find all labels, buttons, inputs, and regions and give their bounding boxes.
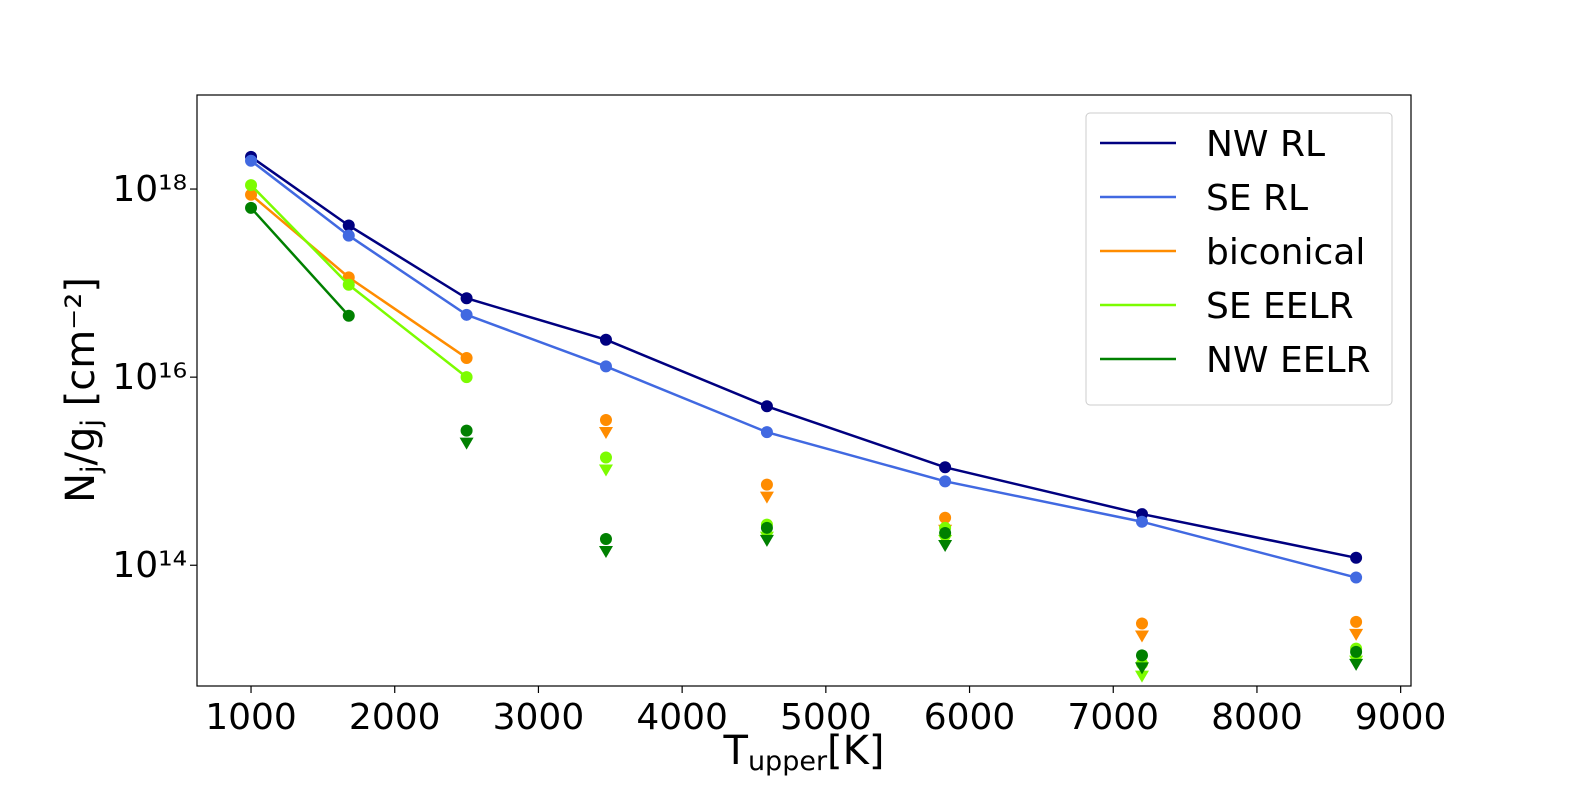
data-point [599,360,612,373]
data-point [1350,551,1363,564]
x-tick-label: 8000 [1211,697,1303,738]
upper-limit-arrow [938,540,953,553]
legend-label: SE EELR [1206,286,1354,327]
data-point [342,309,355,322]
legend-label: biconical [1206,232,1365,273]
y-label-part: N [58,473,104,503]
limit-point [1135,649,1148,662]
data-point [760,426,773,439]
x-label-sub: upper [748,746,828,777]
data-point [939,475,952,488]
limit-point [599,451,612,464]
upper-limit-arrow [1349,658,1364,671]
x-tick-label: 1000 [205,697,297,738]
x-label-main: T [723,728,749,774]
upper-limit-arrow [459,437,474,450]
upper-limit-arrow [759,491,774,504]
data-point [245,201,258,214]
limit-point [939,511,952,524]
data-point [460,292,473,305]
data-point [342,219,355,232]
data-point [342,278,355,291]
data-point [1135,515,1148,528]
y-tick-label: 10¹⁸ [112,169,187,210]
legend-label: NW EELR [1206,340,1371,381]
y-label-part: [cm⁻²] [58,277,104,419]
limit-point [1135,617,1148,630]
upper-limit-arrow [598,464,613,477]
data-point [1350,571,1363,584]
limit-point [599,533,612,546]
series-line [250,155,1357,560]
limit-point [599,414,612,427]
upper-limit-arrow [1134,630,1149,643]
y-tick-label: 10¹⁴ [112,545,187,586]
data-point [245,179,258,192]
data-point [245,154,258,167]
x-tick-label: 4000 [636,697,728,738]
data-point [342,229,355,242]
x-tick-label: 3000 [493,697,585,738]
y-axis-label: Nj/gj [cm⁻²] [58,277,107,503]
data-point [460,308,473,321]
x-tick-label: 2000 [349,697,441,738]
x-axis-label: Tupper[K] [723,728,885,777]
limit-point [760,521,773,534]
x-tick-label: 9000 [1355,697,1447,738]
data-point [599,333,612,346]
x-label-rest: [K] [827,728,884,774]
limit-point [939,527,952,540]
series-line [250,207,350,317]
data-point [245,188,258,201]
legend-box [1085,112,1393,406]
upper-limit-arrow [1349,628,1364,641]
legend-label: NW RL [1206,124,1325,165]
x-tick-label: 6000 [924,697,1016,738]
y-tick-label: 10¹⁶ [112,357,187,398]
upper-limit-arrow [1134,670,1149,683]
limit-point [460,424,473,437]
limit-point [1350,615,1363,628]
data-point [460,371,473,384]
y-label-sub: j [76,465,107,474]
limit-point [1350,645,1363,658]
data-point [460,351,473,364]
data-point [939,461,952,474]
x-tick-label: 7000 [1067,697,1159,738]
legend-label: SE RL [1206,178,1308,219]
upper-limit-arrow [598,546,613,559]
y-label-part: /g [58,427,104,466]
upper-limit-arrow [598,427,613,440]
series-line [250,159,1357,579]
y-label-sub: j [76,419,107,428]
upper-limit-arrow [1134,662,1149,675]
limit-point [760,478,773,491]
upper-limit-arrow [759,534,774,547]
data-point [760,400,773,413]
x-tick-label: 5000 [780,697,872,738]
